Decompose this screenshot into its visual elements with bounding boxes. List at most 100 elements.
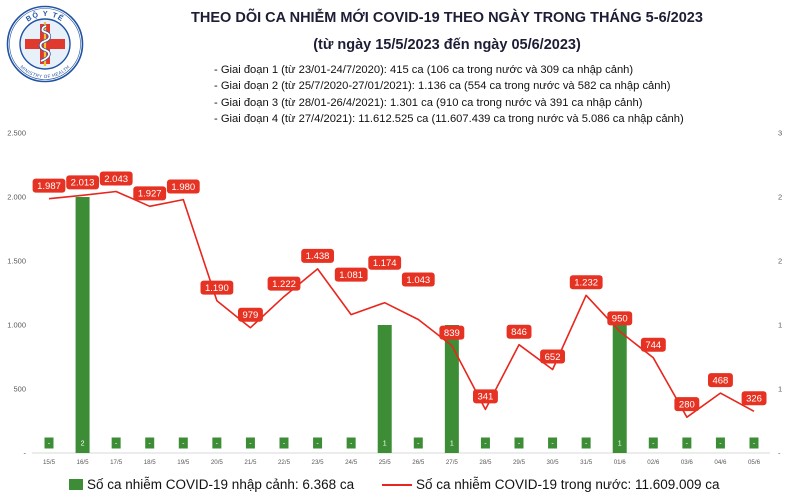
domestic-cases-value-label: 1.232 bbox=[574, 278, 598, 289]
data-label-box bbox=[640, 337, 666, 352]
domestic-cases-value-label: 280 bbox=[679, 399, 695, 410]
domestic-cases-data-label: 2.043 bbox=[99, 171, 133, 186]
domestic-cases-data-label: 1.232 bbox=[569, 275, 603, 290]
domestic-cases-value-label: 326 bbox=[746, 394, 762, 405]
imported-cases-value-label: - bbox=[585, 441, 588, 448]
bar-value-label-box bbox=[682, 437, 692, 449]
domestic-cases-data-label: 839 bbox=[439, 325, 465, 340]
x-axis-tick-label: 30/5 bbox=[547, 459, 560, 466]
x-axis-tick-label: 31/5 bbox=[580, 459, 593, 466]
imported-cases-value-label: - bbox=[652, 441, 655, 448]
svg-text:BỘ Y TẾ: BỘ Y TẾ bbox=[24, 9, 66, 24]
x-axis-tick-label: 04/6 bbox=[714, 459, 727, 466]
x-axis-tick-label: 25/5 bbox=[379, 459, 392, 466]
bar-value-label-box bbox=[480, 437, 490, 449]
bar-value-label-box bbox=[715, 437, 725, 449]
imported-cases-bar bbox=[75, 197, 90, 453]
domestic-cases-value-label: 1.081 bbox=[339, 270, 363, 281]
legend-label-imported: Số ca nhiễm COVID-19 nhập cảnh: 6.368 ca bbox=[87, 477, 355, 492]
domestic-cases-data-label: 1.980 bbox=[166, 179, 200, 194]
domestic-cases-data-label: 1.043 bbox=[401, 272, 435, 287]
bar-value-label-box bbox=[615, 437, 625, 449]
domestic-cases-data-label: 1.174 bbox=[368, 255, 402, 270]
domestic-cases-data-label: 846 bbox=[506, 324, 532, 339]
bar-value-label-box bbox=[212, 437, 222, 449]
domestic-cases-value-label: 950 bbox=[612, 314, 628, 325]
data-label-box bbox=[334, 267, 368, 282]
x-axis-tick-label: 05/6 bbox=[748, 459, 761, 466]
y-axis-right-tick-label: 3 bbox=[778, 129, 782, 138]
data-label-box bbox=[708, 373, 733, 388]
x-axis-tick-label: 20/5 bbox=[211, 459, 224, 466]
domestic-cases-value-label: 1.927 bbox=[138, 189, 162, 200]
data-label-box bbox=[99, 171, 133, 186]
domestic-cases-data-label: 2.013 bbox=[66, 175, 99, 190]
data-label-box bbox=[267, 276, 301, 291]
domestic-cases-value-label: 839 bbox=[444, 328, 460, 339]
ministry-of-health-logo: BỘ Y TẾ MINISTRY OF HEALTH bbox=[6, 5, 84, 83]
domestic-cases-value-label: 1.190 bbox=[205, 283, 229, 294]
domestic-cases-value-label: 341 bbox=[477, 392, 493, 403]
imported-cases-value-label: - bbox=[48, 441, 51, 448]
bar-value-label-box bbox=[145, 437, 155, 449]
domestic-cases-value-label: 2.013 bbox=[71, 178, 95, 189]
domestic-cases-data-label: 326 bbox=[741, 391, 767, 406]
x-axis-tick-label: 02/6 bbox=[647, 459, 660, 466]
data-label-box bbox=[674, 397, 700, 412]
bar-value-label-box bbox=[178, 437, 188, 449]
data-label-box bbox=[439, 325, 465, 340]
domestic-cases-data-label: 950 bbox=[607, 311, 633, 326]
domestic-cases-data-label: 1.438 bbox=[301, 248, 334, 263]
y-axis-right-tick-label: 1 bbox=[778, 321, 782, 330]
data-label-box bbox=[540, 349, 565, 364]
x-axis-tick-label: 27/5 bbox=[446, 459, 459, 466]
domestic-cases-data-label: 652 bbox=[540, 349, 565, 364]
bar-value-label-box bbox=[413, 437, 423, 449]
imported-cases-value-label: - bbox=[316, 441, 319, 448]
imported-cases-bar bbox=[612, 325, 627, 453]
y-axis-right-tick-label: - bbox=[778, 449, 781, 458]
x-axis-tick-label: 21/5 bbox=[244, 459, 257, 466]
domestic-cases-value-label: 1.222 bbox=[272, 279, 296, 290]
domestic-cases-value-label: 468 bbox=[712, 375, 728, 386]
bars-layer: - 2 - - - - - - - - 1 - 1 - - - - 1 - - - - bbox=[44, 197, 759, 453]
imported-cases-value-label: - bbox=[149, 441, 152, 448]
bar-value-label-box bbox=[313, 437, 323, 449]
x-axis-tick-label: 24/5 bbox=[345, 459, 358, 466]
x-axis-tick-label: 15/5 bbox=[43, 459, 56, 466]
y-axis-right-tick-label: 2 bbox=[778, 257, 782, 266]
imported-cases-value-label: - bbox=[417, 441, 420, 448]
imported-cases-value-label: 2 bbox=[81, 441, 85, 448]
data-label-box bbox=[200, 280, 234, 295]
domestic-cases-value-label: 1.987 bbox=[37, 181, 61, 192]
legend-bar-swatch bbox=[69, 479, 83, 490]
x-axis-tick-label: 23/5 bbox=[312, 459, 325, 466]
bar-value-label-box bbox=[548, 437, 558, 449]
x-axis-tick-label: 29/5 bbox=[513, 459, 526, 466]
data-label-box bbox=[506, 324, 532, 339]
y-axis-left-tick-label: - bbox=[24, 449, 27, 458]
y-axis-right-tick-label: 2 bbox=[778, 193, 782, 202]
imported-cases-bar bbox=[444, 325, 459, 453]
y-axis-left-tick-label: 500 bbox=[13, 385, 26, 394]
data-label-box bbox=[368, 255, 402, 270]
x-axis-tick-label: 18/5 bbox=[144, 459, 157, 466]
data-label-box bbox=[238, 307, 263, 322]
bar-value-label-box bbox=[749, 437, 759, 449]
bar-value-label-box bbox=[380, 437, 390, 449]
y-axis-left-tick-label: 2.000 bbox=[7, 193, 26, 202]
data-label-box bbox=[473, 389, 498, 404]
data-label-box bbox=[133, 186, 167, 201]
x-axis-tick-label: 03/6 bbox=[681, 459, 694, 466]
imported-cases-value-label: - bbox=[249, 441, 252, 448]
domestic-cases-value-label: 652 bbox=[545, 352, 561, 363]
phase-summary-item: - Giai đoạn 2 (từ 25/7/2020-27/01/2021):… bbox=[214, 80, 671, 93]
y-axis-left-tick-label: 1.000 bbox=[7, 321, 26, 330]
x-axis-tick-label: 01/6 bbox=[614, 459, 627, 466]
domestic-cases-value-label: 1.980 bbox=[171, 182, 195, 193]
y-axis-right-tick-label: 1 bbox=[778, 385, 782, 394]
domestic-cases-value-label: 1.043 bbox=[406, 275, 430, 286]
domestic-cases-value-label: 1.438 bbox=[306, 251, 330, 262]
imported-cases-value-label: 1 bbox=[618, 441, 622, 448]
